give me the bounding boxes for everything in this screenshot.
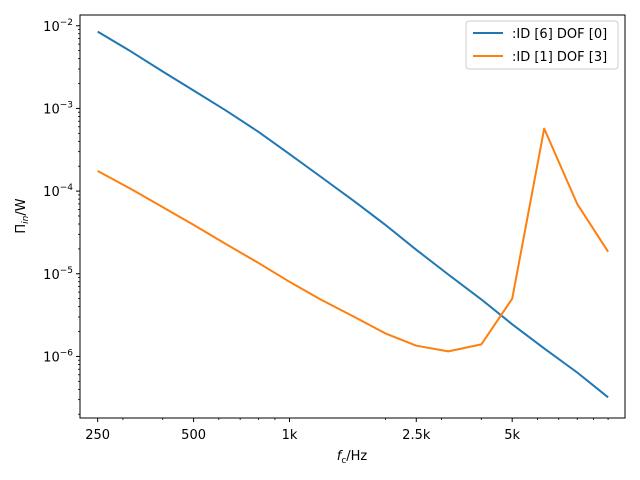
legend-label-id6: :ID [6] DOF [0] xyxy=(512,27,607,42)
x-tick-label: 500 xyxy=(181,428,206,443)
y-tick-label: 10−2 xyxy=(43,18,73,35)
series-line-0 xyxy=(97,30,609,399)
x-tick-label: 1k xyxy=(282,428,298,443)
x-tick-label: 5k xyxy=(504,428,520,443)
y-tick-label: 10−3 xyxy=(43,100,73,117)
legend-label-id1: :ID [1] DOF [3] xyxy=(512,50,607,65)
x-tick-label: 250 xyxy=(85,428,110,443)
x-axis-label: fc/Hz xyxy=(337,449,368,466)
ticks-layer: 250 500 1k 2.5k 5k 10−6 10−5 10−4 10−3 10−2 xyxy=(43,18,609,443)
legend-box xyxy=(465,20,619,70)
plot-frame xyxy=(79,14,626,419)
x-tick-label: 2.5k xyxy=(402,428,431,443)
y-tick-label: 10−5 xyxy=(43,266,73,283)
legend: :ID [6] DOF [0] :ID [1] DOF [3] xyxy=(465,20,619,70)
y-tick-label: 10−6 xyxy=(43,348,73,365)
y-tick-label: 10−4 xyxy=(43,183,73,200)
series-line-1 xyxy=(97,127,609,353)
y-axis-label: Πin/W xyxy=(14,198,31,233)
series-layer xyxy=(97,30,609,399)
